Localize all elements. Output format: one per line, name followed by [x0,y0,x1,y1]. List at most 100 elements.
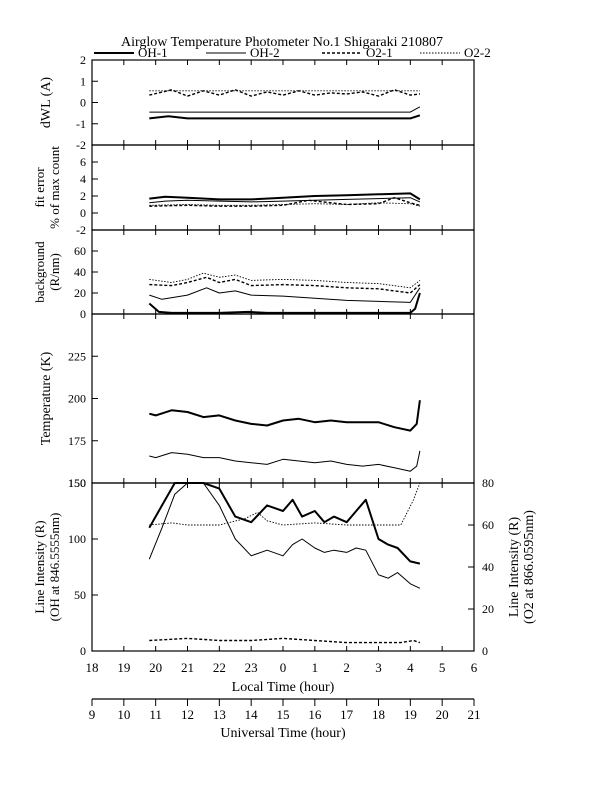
legend-label-o2-2: O2-2 [464,45,491,60]
universal-time-tick-label: 16 [308,707,322,722]
panel-frame [91,144,475,231]
y-tick-label: 2 [80,189,86,203]
local-time-axis-label: Local Time (hour) [232,680,335,695]
local-time-tick-label: 20 [149,660,162,675]
chart-panels: -2 -1 0 1 2 dWL (A) -2 0 2 4 6 fit error% of max co… [32,53,537,658]
local-time-tick-label: 5 [439,660,446,675]
y2-axis-label: Line Intensity (R) [507,517,522,618]
y-tick-label: -1 [76,117,86,131]
series-oh-1-temp [149,400,421,432]
universal-time-tick-label: 10 [117,707,130,722]
universal-time-tick-label: 13 [213,707,226,722]
y2-tick-label: 20 [482,602,494,616]
y-tick-label: 0 [80,307,86,321]
panel-dwl: -2 -1 0 1 2 dWL (A) [39,53,475,152]
y-tick-label: 0 [80,206,86,220]
y-tick-label: 150 [68,476,86,490]
panel-frame [91,482,475,652]
series-oh-1-bg [148,292,421,314]
y-tick-label: 1 [80,74,86,88]
panel-bg: 0 20 40 60 background (R/nm) [32,229,475,321]
universal-time-tick-label: 12 [181,707,194,722]
y-tick-label: 175 [68,434,86,448]
local-time-tick-label: 3 [375,660,382,675]
local-time-tick-label: 4 [407,660,414,675]
y-axis-label: (R/nm) [47,253,62,291]
y2-tick-label: 80 [482,476,494,490]
legend: OH-1 OH-2 O2-1 O2-2 [94,45,491,60]
series-oh-2-int [148,482,421,589]
universal-time-tick-label: 21 [468,707,481,722]
local-time-tick-label: 21 [181,660,194,675]
universal-time-tick-label: 14 [245,707,259,722]
series-oh-1-fit [149,192,421,201]
universal-time-tick-label: 17 [340,707,354,722]
y-tick-label: 40 [74,265,86,279]
y-tick-label: 4 [80,172,86,186]
universal-time-axis-label: Universal Time (hour) [220,726,346,741]
series-o2-2-int [149,482,421,526]
y-tick-label: 200 [68,392,86,406]
legend-label-oh-2: OH-2 [250,45,280,60]
series-oh-2-fit [149,197,421,204]
panel-temp: 150 175 200 225 Temperature (K) [39,313,475,490]
y-tick-label: 2 [80,53,86,67]
universal-time-tick-label: 18 [372,707,385,722]
local-time-tick-label: 2 [343,660,350,675]
y-axis-label: Temperature (K) [39,351,54,445]
local-time-tick-label: 23 [245,660,258,675]
y-axis-label: background [32,241,47,303]
series-oh-1-int [148,482,421,565]
universal-time-tick-label: 11 [149,707,162,722]
local-time-tick-label: 18 [86,660,99,675]
series-o2-1-fit [149,196,421,207]
y-axis-label: Line Intensity (R) [32,520,47,613]
y-tick-label: 150 [68,476,86,490]
y2-axis-label: (O2 at 866.0595nm) [522,510,537,624]
universal-time-tick-label: 19 [404,707,417,722]
panel-frame [91,313,475,484]
chart-title: Airglow Temperature Photometer No.1 Shig… [121,35,443,50]
series-oh-2-temp [149,450,421,472]
y-tick-label: 0 [80,644,86,658]
y-axis-label: % of max count [47,146,62,229]
legend-label-o2-1: O2-1 [366,45,393,60]
y-tick-label: 6 [80,155,86,169]
universal-time-tick-label: 20 [436,707,449,722]
series-o2-2-bg [149,272,421,289]
local-time-tick-label: 22 [213,660,226,675]
y-tick-label: 60 [74,244,86,258]
series-o2-1-bg [149,276,421,294]
panel-fit: -2 0 2 4 6 fit error% of max count [32,144,475,237]
y-tick-label: 225 [68,349,86,363]
series-o2-1-int [149,637,421,644]
panel-frame [91,59,475,146]
series-o2-1-dwl [149,89,420,97]
y-tick-label: 100 [68,532,86,546]
y-axis-label: fit error [32,167,47,208]
y2-tick-label: 40 [482,560,494,574]
series-o2-2-fit [149,202,421,207]
y-axis-label: dWL (A) [39,77,54,129]
universal-time-tick-label: 9 [89,707,96,722]
y-tick-label: -2 [76,138,86,152]
y-tick-label: 20 [74,286,86,300]
y-tick-label: 0 [80,96,86,110]
y-tick-label: 50 [74,588,86,602]
y-axis-label: (OH at 846.5555nm) [47,513,62,622]
series-oh-2-bg [149,287,421,303]
y-tick-label: -2 [76,223,86,237]
legend-label-oh-1: OH-1 [138,45,168,60]
series-oh-2-dwl [149,106,421,113]
local-time-tick-label: 6 [471,660,478,675]
y2-tick-label: 60 [482,518,494,532]
y2-tick-label: 0 [482,644,488,658]
local-time-tick-label: 0 [280,660,287,675]
local-time-tick-label: 19 [117,660,130,675]
universal-time-tick-label: 15 [277,707,290,722]
local-time-tick-label: 1 [312,660,319,675]
series-oh-1-dwl [149,114,421,120]
